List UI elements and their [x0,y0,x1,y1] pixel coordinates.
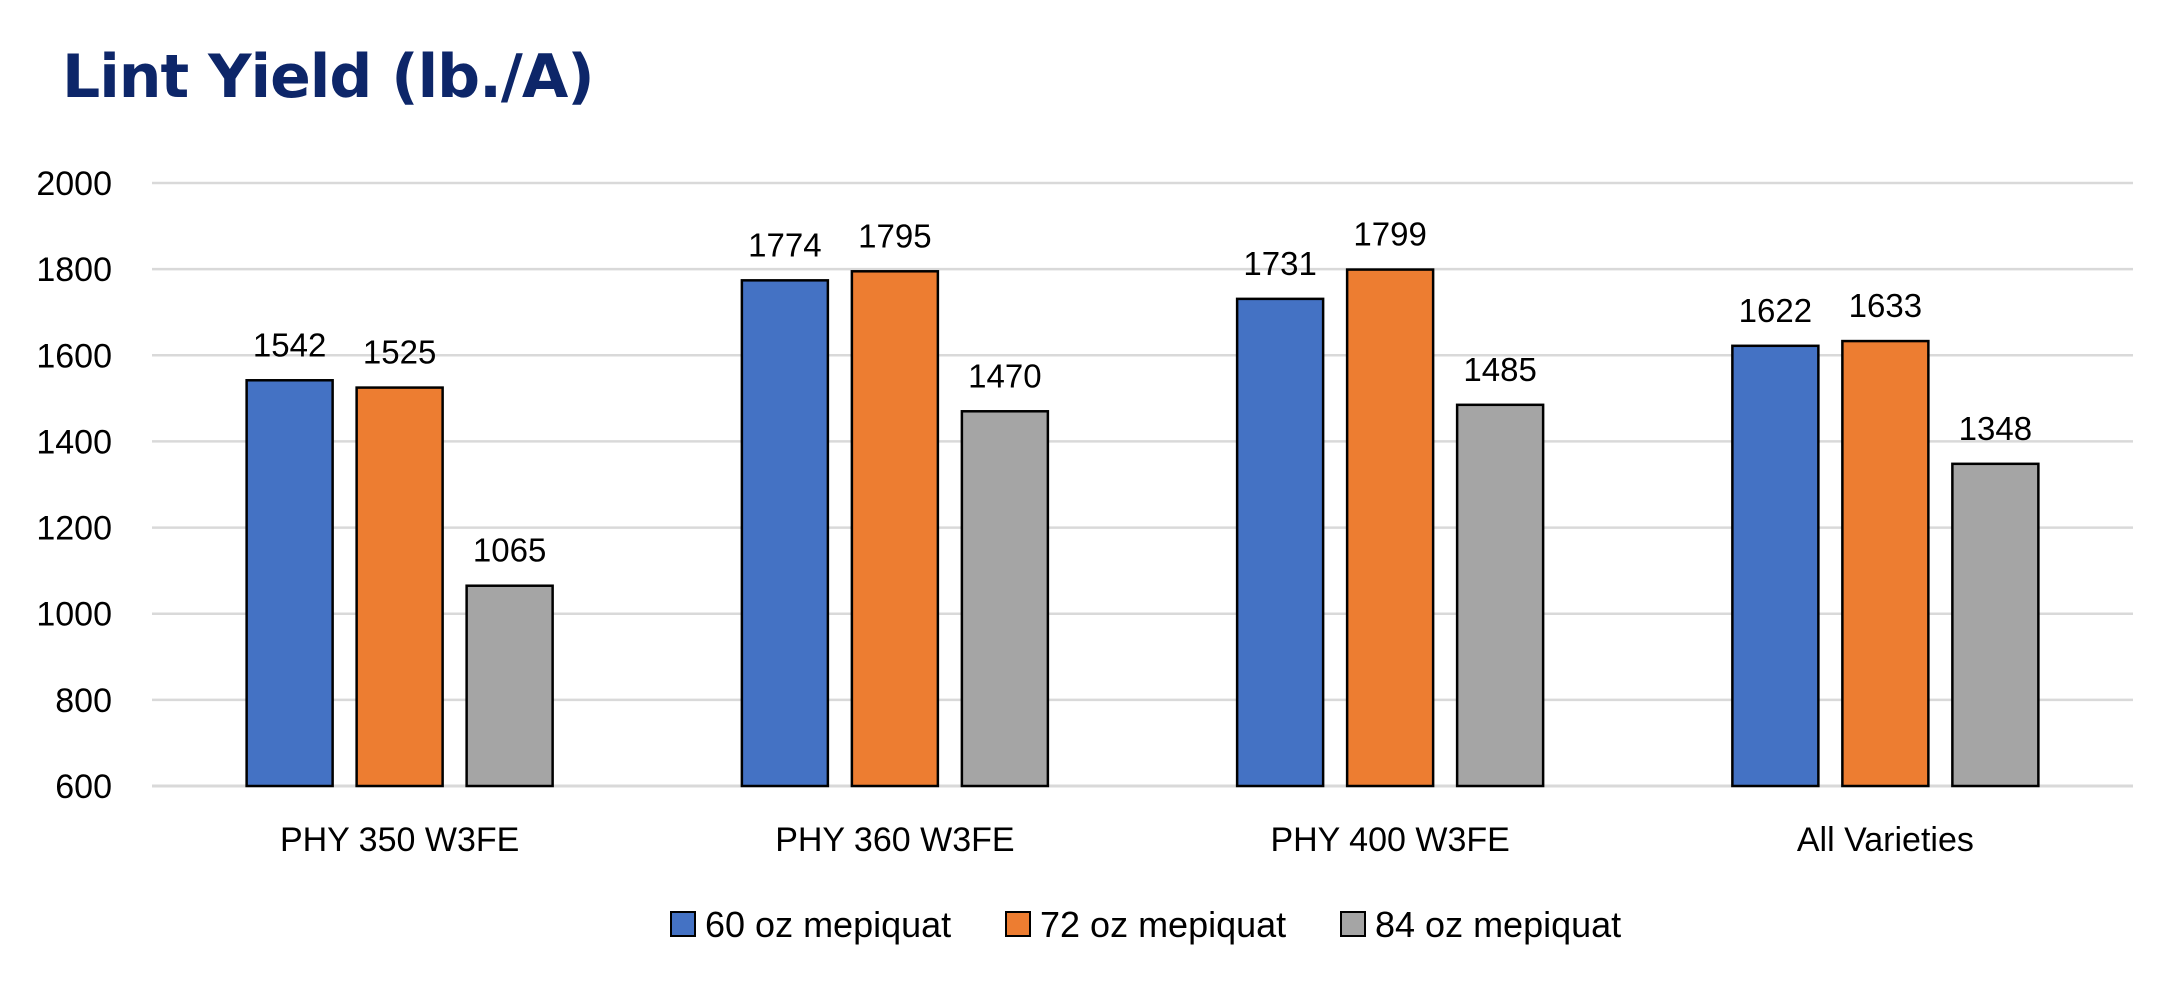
category-label-3: All Varieties [1797,821,1974,859]
bar-1-0 [740,279,830,788]
category-labels: PHY 350 W3FE PHY 360 W3FE PHY 400 W3FE All … [280,821,1974,859]
data-label-1-1: 1795 [858,217,931,254]
legend-label-0: 60 oz mepiquat [705,904,951,945]
gridlines [152,181,2133,788]
legend: 60 oz mepiquat 72 oz mepiquat 84 oz mepiqu… [670,904,1621,945]
bar-0-0 [245,379,334,788]
data-label-0-0: 1542 [253,326,326,363]
y-tick-label-1400: 1400 [36,423,112,461]
legend-label-1: 72 oz mepiquat [1040,904,1286,945]
chart-title: Lint Yield (lb./A) [62,42,595,112]
bar-1-1 [850,270,940,788]
bar-0-2 [465,584,554,788]
data-label-2-0: 1731 [1243,245,1316,282]
bar-3-1 [1841,339,1930,788]
category-label-0: PHY 350 W3FE [280,821,519,859]
data-label-3-1: 1633 [1849,287,1922,324]
data-label-1-0: 1774 [748,226,821,263]
category-label-1: PHY 360 W3FE [775,821,1014,859]
y-tick-label-1600: 1600 [36,337,112,375]
y-tick-label-1200: 1200 [36,510,112,548]
legend-swatch-1 [1005,911,1031,937]
bar-0-1 [355,386,444,788]
y-tick-label-1000: 1000 [36,596,112,634]
data-label-0-2: 1065 [473,532,546,569]
bars [245,268,2040,788]
data-labels: 1542 1525 1065 1774 1795 1470 1731 1799 1485 1622… [253,216,2032,569]
data-label-2-2: 1485 [1463,351,1536,388]
bar-2-0 [1235,297,1325,788]
data-label-3-2: 1348 [1959,410,2032,447]
data-label-2-1: 1799 [1353,216,1426,253]
bar-3-2 [1951,462,2040,788]
category-label-2: PHY 400 W3FE [1270,821,1509,859]
y-tick-label-1800: 1800 [36,251,112,289]
legend-swatch-2 [1340,911,1366,937]
y-tick-label-800: 800 [55,682,112,720]
y-axis-ticks: 600 800 1000 1200 1400 1600 1800 2000 [36,165,112,806]
bar-2-2 [1455,403,1545,788]
data-label-3-0: 1622 [1739,292,1812,329]
legend-label-2: 84 oz mepiquat [1375,904,1621,945]
y-tick-label-2000: 2000 [36,165,112,203]
bar-1-2 [960,410,1050,788]
legend-swatch-0 [670,911,696,937]
y-tick-label-600: 600 [55,768,112,806]
bar-3-0 [1731,344,1820,788]
data-label-0-1: 1525 [363,334,436,371]
data-label-1-2: 1470 [968,357,1041,394]
bar-2-1 [1345,268,1435,788]
